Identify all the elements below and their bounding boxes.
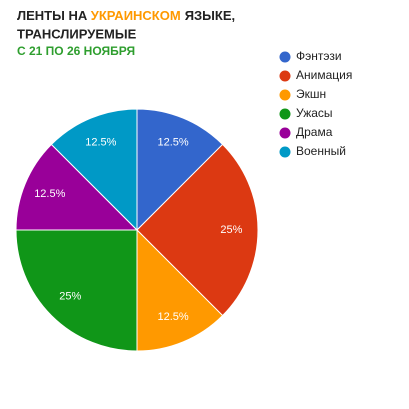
legend-swatch — [279, 108, 291, 120]
slice-label: 12.5% — [85, 137, 116, 149]
legend-label: Драма — [296, 125, 333, 139]
legend-swatch — [279, 146, 291, 158]
slice-label: 25% — [220, 224, 242, 236]
slice-label: 12.5% — [158, 137, 189, 149]
legend-swatch — [279, 89, 291, 101]
title-highlight: УКРАИНСКОМ — [91, 8, 181, 23]
chart-title: ЛЕНТЫ НА УКРАИНСКОМ ЯЗЫКЕ, — [17, 8, 235, 23]
pie-slice — [136, 143, 259, 317]
slice-label: 12.5% — [158, 311, 189, 323]
pie-slice — [136, 228, 224, 352]
legend-label: Фэнтэзи — [296, 49, 342, 63]
pie-slice — [15, 143, 139, 231]
title-part: ЯЗЫКЕ, — [185, 8, 235, 23]
slice-label: 25% — [59, 291, 81, 303]
legend-swatch — [279, 51, 291, 63]
pie-slice — [136, 108, 224, 232]
pie-slice — [15, 229, 138, 352]
pie-slice — [50, 108, 138, 232]
legend-swatch — [279, 127, 291, 139]
chart-title: ТРАНСЛИРУЕМЫЕ — [17, 26, 137, 41]
legend-label: Экшн — [296, 87, 326, 101]
title-part: ЛЕНТЫ НА — [17, 8, 88, 23]
chart-subtitle: С 21 ПО 26 НОЯБРЯ — [17, 44, 135, 58]
legend-label: Анимация — [296, 68, 352, 82]
legend-swatch — [279, 70, 291, 82]
slice-label: 12.5% — [34, 188, 65, 200]
legend-label: Военный — [296, 144, 346, 158]
legend-label: Ужасы — [296, 106, 333, 120]
